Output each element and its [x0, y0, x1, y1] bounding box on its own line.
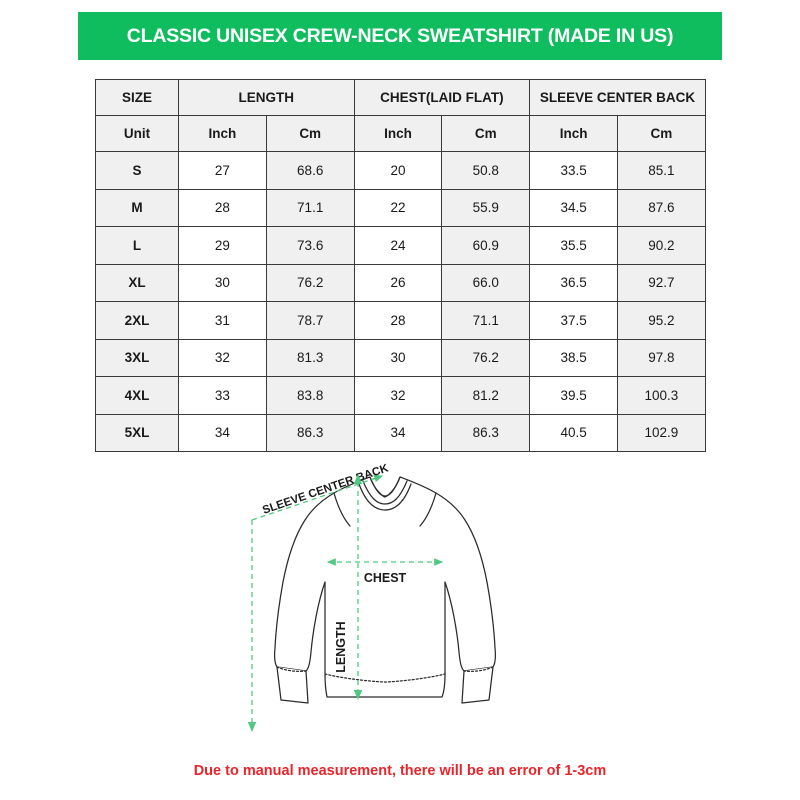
cell-chest-cm: 55.9	[441, 188, 531, 227]
cell-length-in: 30	[178, 263, 267, 302]
column-header-length: LENGTH	[178, 79, 355, 116]
cell-sleeve-in: 38.5	[529, 338, 618, 377]
header-banner: CLASSIC UNISEX CREW-NECK SWEATSHIRT (MAD…	[78, 12, 722, 60]
table-row: XL 30 76.2 26 66.0 36.5 92.7	[95, 263, 706, 302]
unit-header-chest-cm: Cm	[441, 115, 531, 152]
cell-size: L	[95, 226, 179, 265]
unit-header-chest-inch: Inch	[353, 115, 443, 152]
cell-length-cm: 68.6	[265, 151, 355, 190]
cell-sleeve-in: 37.5	[529, 301, 618, 340]
cell-size: XL	[95, 263, 179, 302]
cell-size: M	[95, 188, 179, 227]
column-header-sleeve: SLEEVE CENTER BACK	[529, 79, 706, 116]
cell-size: 5XL	[95, 413, 179, 452]
cell-sleeve-cm: 85.1	[617, 151, 706, 190]
cell-sleeve-cm: 95.2	[617, 301, 706, 340]
cell-length-cm: 78.7	[265, 301, 355, 340]
unit-header-label: Unit	[95, 115, 179, 152]
cell-length-in: 33	[178, 376, 267, 415]
cell-chest-in: 22	[353, 188, 443, 227]
cell-sleeve-in: 33.5	[529, 151, 618, 190]
garment-measurement-diagram: SLEEVE CENTER BACK CHEST LENGTH	[230, 452, 575, 752]
cell-chest-cm: 50.8	[441, 151, 531, 190]
cell-sleeve-cm: 87.6	[617, 188, 706, 227]
cell-sleeve-in: 35.5	[529, 226, 618, 265]
size-chart-table: SIZE LENGTH CHEST(LAID FLAT) SLEEVE CENT…	[95, 79, 706, 452]
cell-length-cm: 81.3	[265, 338, 355, 377]
cell-length-in: 32	[178, 338, 267, 377]
unit-header-length-cm: Cm	[265, 115, 355, 152]
cell-length-cm: 86.3	[265, 413, 355, 452]
table-row: S 27 68.6 20 50.8 33.5 85.1	[95, 151, 706, 190]
page-title: CLASSIC UNISEX CREW-NECK SWEATSHIRT (MAD…	[126, 24, 674, 47]
cell-sleeve-cm: 102.9	[617, 413, 706, 452]
chest-measure-label: CHEST	[364, 571, 407, 585]
cell-length-cm: 76.2	[265, 263, 355, 302]
cell-sleeve-cm: 92.7	[617, 263, 706, 302]
cell-length-in: 29	[178, 226, 267, 265]
cell-length-cm: 83.8	[265, 376, 355, 415]
cell-chest-cm: 66.0	[441, 263, 531, 302]
cell-length-in: 31	[178, 301, 267, 340]
table-row: L 29 73.6 24 60.9 35.5 90.2	[95, 226, 706, 265]
sleeve-measure-guide	[247, 474, 384, 732]
cell-chest-in: 20	[353, 151, 443, 190]
cell-chest-in: 34	[353, 413, 443, 452]
cell-length-in: 28	[178, 188, 267, 227]
cell-length-in: 34	[178, 413, 267, 452]
cell-sleeve-in: 34.5	[529, 188, 618, 227]
cell-size: 2XL	[95, 301, 179, 340]
length-measure-label: LENGTH	[334, 621, 348, 672]
size-chart-body: S 27 68.6 20 50.8 33.5 85.1 M 28 71.1 22…	[95, 151, 706, 452]
table-row: M 28 71.1 22 55.9 34.5 87.6	[95, 188, 706, 227]
column-header-size: SIZE	[95, 79, 179, 116]
table-row: 2XL 31 78.7 28 71.1 37.5 95.2	[95, 301, 706, 340]
cell-sleeve-cm: 90.2	[617, 226, 706, 265]
measurement-disclaimer: Due to manual measurement, there will be…	[193, 763, 607, 779]
column-header-chest: CHEST(LAID FLAT)	[353, 79, 531, 116]
cell-length-cm: 73.6	[265, 226, 355, 265]
cell-chest-cm: 71.1	[441, 301, 531, 340]
table-unit-header-row: Unit Inch Cm Inch Cm Inch Cm	[95, 115, 706, 152]
cell-chest-in: 24	[353, 226, 443, 265]
cell-sleeve-in: 40.5	[529, 413, 618, 452]
cell-chest-in: 28	[353, 301, 443, 340]
table-row: 4XL 33 83.8 32 81.2 39.5 100.3	[95, 376, 706, 415]
cell-sleeve-cm: 97.8	[617, 338, 706, 377]
table-row: 3XL 32 81.3 30 76.2 38.5 97.8	[95, 338, 706, 377]
length-measure-guide	[353, 474, 363, 700]
cell-chest-in: 32	[353, 376, 443, 415]
table-group-header-row: SIZE LENGTH CHEST(LAID FLAT) SLEEVE CENT…	[95, 79, 706, 116]
cell-chest-cm: 76.2	[441, 338, 531, 377]
cell-length-cm: 71.1	[265, 188, 355, 227]
cell-chest-cm: 60.9	[441, 226, 531, 265]
cell-size: 4XL	[95, 376, 179, 415]
unit-header-length-inch: Inch	[178, 115, 267, 152]
cell-sleeve-cm: 100.3	[617, 376, 706, 415]
unit-header-sleeve-inch: Inch	[529, 115, 618, 152]
cell-size: 3XL	[95, 338, 179, 377]
unit-header-sleeve-cm: Cm	[617, 115, 706, 152]
cell-chest-cm: 81.2	[441, 376, 531, 415]
cell-size: S	[95, 151, 179, 190]
cell-length-in: 27	[178, 151, 267, 190]
table-row: 5XL 34 86.3 34 86.3 40.5 102.9	[95, 413, 706, 452]
cell-chest-in: 30	[353, 338, 443, 377]
sweatshirt-outline-icon	[273, 476, 497, 704]
cell-sleeve-in: 36.5	[529, 263, 618, 302]
cell-sleeve-in: 39.5	[529, 376, 618, 415]
cell-chest-cm: 86.3	[441, 413, 531, 452]
cell-chest-in: 26	[353, 263, 443, 302]
